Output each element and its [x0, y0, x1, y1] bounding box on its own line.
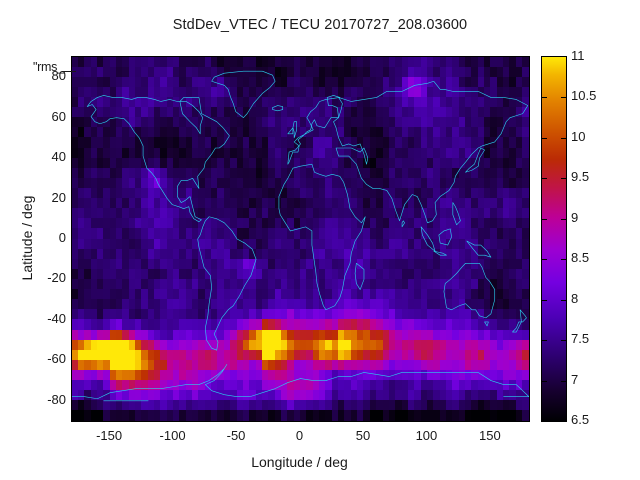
x-tick-50: 50	[355, 428, 371, 443]
colorbar-tickmark-left	[542, 299, 547, 301]
colorbar-tickmark-left	[542, 97, 547, 99]
colorbar-tick-7p5: 7.5	[571, 331, 590, 347]
colorbar-tickmark-left	[542, 380, 547, 382]
y-tick-0: 0	[58, 230, 66, 245]
y-tick-40: 40	[51, 149, 66, 165]
y-tick-60: 60	[51, 108, 66, 124]
y-axis-title: Latitude / deg	[19, 195, 35, 281]
colorbar-tickmark-right	[561, 380, 566, 382]
colorbar-tick-8: 8	[571, 290, 579, 306]
colorbar-tick-10: 10	[571, 128, 586, 144]
x-tick-neg100: -100	[159, 428, 186, 443]
colorbar-tickmark-right	[561, 178, 566, 180]
x-tick-150: 150	[479, 428, 501, 443]
colorbar-tickmark-left	[542, 218, 547, 220]
x-axis-title: Longitude / deg	[251, 454, 348, 470]
y-tick-neg20: -20	[47, 270, 66, 286]
x-tick-neg150: -150	[96, 428, 123, 443]
colorbar-tickmark-right	[561, 137, 566, 139]
colorbar-tickmark-right	[561, 340, 566, 342]
colorbar-tickmark-right	[561, 259, 566, 261]
colorbar-gradient	[542, 57, 566, 421]
colorbar-tickmark-left	[542, 259, 547, 261]
colorbar-tick-8p5: 8.5	[571, 250, 590, 266]
colorbar-tick-9p5: 9.5	[571, 169, 590, 185]
y-tick-20: 20	[51, 189, 66, 205]
y-axis-tick-labels: 80 60 40 20 0 -20 -40 -60 -80	[22, 0, 66, 480]
colorbar-tick-11: 11	[571, 48, 585, 63]
colorbar[interactable]	[541, 56, 567, 422]
colorbar-tick-9: 9	[571, 209, 579, 225]
x-axis-tick-labels: -150 -100 -50 0 50 100 150	[0, 428, 640, 448]
colorbar-tick-6p5: 6.5	[571, 412, 590, 427]
colorbar-tickmark-left	[542, 178, 547, 180]
x-tick-neg50: -50	[226, 428, 246, 443]
colorbar-tickmark-right	[561, 97, 566, 99]
x-tick-0: 0	[295, 428, 304, 443]
colorbar-tick-10p5: 10.5	[571, 88, 597, 104]
colorbar-tickmark-right	[561, 218, 566, 220]
y-tick-neg60: -60	[47, 351, 66, 367]
colorbar-tick-7: 7	[571, 371, 579, 387]
y-tick-neg40: -40	[47, 310, 66, 326]
map-plot-area[interactable]	[71, 56, 530, 422]
stray-key-rule	[62, 71, 76, 72]
colorbar-tickmark-right	[561, 299, 566, 301]
chart-title: StdDev_VTEC / TECU 20170727_208.03600	[172, 17, 468, 33]
colorbar-tickmark-left	[542, 340, 547, 342]
stray-key-fragment: "rms_	[33, 60, 64, 74]
y-tick-neg80: -80	[47, 391, 66, 407]
colorbar-tickmark-left	[542, 137, 547, 139]
colorbar-tick-labels: 11 10.5 10 9.5 9 8.5 8 7.5 7 6.5	[571, 0, 631, 480]
x-tick-100: 100	[415, 428, 438, 443]
coastline-overlay	[72, 57, 529, 421]
